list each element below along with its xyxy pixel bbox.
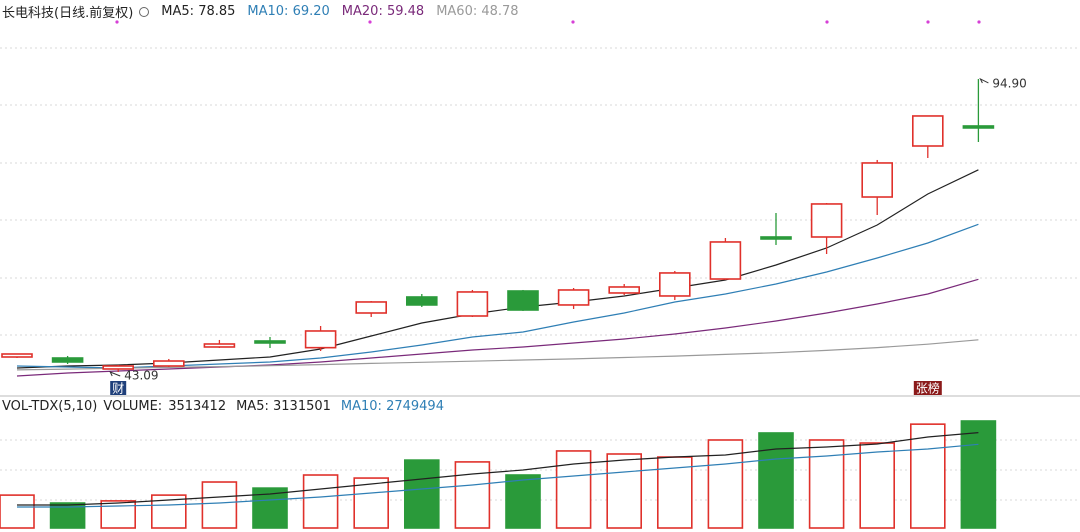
legend-entry: MA10: 2749494 [341,399,444,414]
ma-line [16,278,979,377]
volume-header: VOL-TDX(5,10) VOLUME: 3513412 MA5: 31315… [2,399,444,414]
marker-dot [115,20,119,24]
candle-body [51,357,84,363]
event-label: 张榜 [916,381,940,396]
volume-title: VOL-TDX(5,10) [2,399,98,414]
marker-dot [977,20,981,24]
volume-bar [0,494,35,529]
volume-bar [909,423,946,529]
legend-name: MA5: [236,399,269,414]
legend-value: 78.85 [198,4,236,19]
min-label: 43.09 [124,368,158,382]
legend-value: 69.20 [292,4,330,19]
marker-dot [926,20,930,24]
candle-body [153,360,185,367]
candle-body [861,162,894,198]
candle-body [911,115,944,147]
marker-dot [368,20,372,24]
candle-body [254,340,286,344]
volume-value: 3513412 [168,399,227,414]
marker-dot [571,20,575,24]
candle-body [1,353,33,358]
event-badge [913,381,942,395]
event-label: 财 [112,382,124,396]
legend-entry: MA5: 78.85 [161,4,235,19]
volume-bar [960,420,997,529]
legend-value: 59.48 [386,4,425,19]
candle-body [608,286,641,294]
legend-name: MA5: [161,4,195,19]
legend-name: MA10: [247,4,289,19]
legend-value: 48.78 [481,4,519,19]
candle-body [456,291,489,317]
volume-bar [859,442,896,529]
candle-body [507,290,539,311]
legend-entry: MA60: 48.78 [436,4,518,19]
candle-body [962,125,995,129]
max-label: 94.90 [992,76,1026,90]
volume-bar [403,459,440,529]
candle-body [658,272,691,297]
ma-line [16,339,979,371]
volume-bar [505,474,541,529]
candle-body [102,365,134,370]
volume-bar [353,477,390,529]
candle-body [304,330,337,349]
candle-body [405,296,438,306]
max-pointer [979,77,989,84]
legend-value: 2749494 [386,399,444,414]
candle-body [810,203,843,238]
legend-name: MA10: [340,399,382,414]
volume-bar [454,461,491,529]
volume-bar [808,439,845,529]
event-badge [110,381,127,395]
options-icon[interactable] [139,6,150,17]
candle-body [355,301,388,314]
legend-entry: MA20: 59.48 [342,4,424,19]
volume-bar [606,453,643,529]
volume-bar [201,481,238,529]
legend-entry: MA10: 69.20 [247,4,329,19]
ma-line [16,223,979,369]
volume-bar [100,500,136,529]
chart-title: 长电科技(日线.前复权) [2,6,134,21]
volume-bar [302,474,339,529]
candle-body [760,236,792,240]
candle-body [203,343,236,348]
ma-line [16,169,979,369]
volume-bar [758,432,794,529]
volume-ma-line [17,432,979,506]
legend-name: MA20: [341,4,383,19]
volume-ma-line [17,443,979,508]
marker-dot [825,20,829,24]
legend-entry: MA5: 3131501 [236,399,331,414]
candle-body [557,289,590,306]
min-pointer [109,371,121,377]
legend-value: 3131501 [273,399,331,414]
candle-body [709,241,742,280]
volume-name: VOLUME: [103,399,163,414]
legend-name: MA60: [436,4,478,19]
price-header: 长电科技(日线.前复权) MA5: 78.85 MA10: 69.20 MA20: … [2,2,519,21]
top-markers [115,20,981,24]
